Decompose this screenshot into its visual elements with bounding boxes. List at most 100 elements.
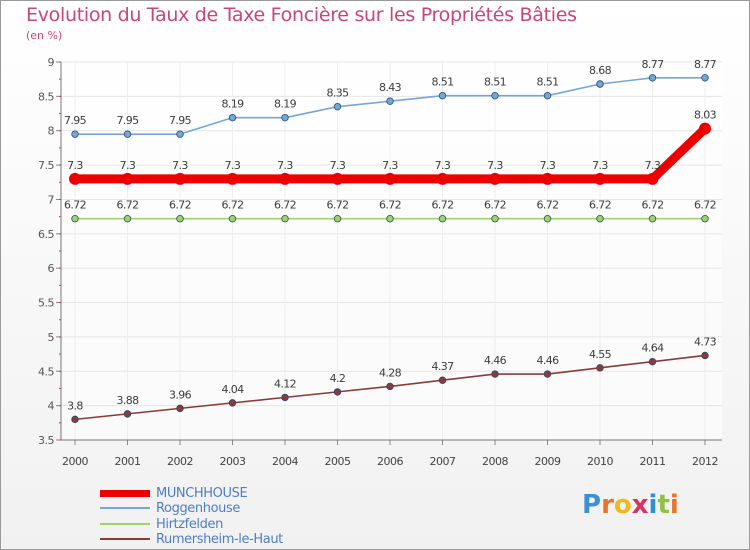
data-point xyxy=(699,122,711,135)
data-point xyxy=(281,214,289,223)
legend-label: Hirtzfelden xyxy=(156,516,223,532)
data-point xyxy=(333,388,342,396)
legend-swatch xyxy=(100,507,150,509)
data-point xyxy=(596,80,604,88)
data-point xyxy=(438,214,447,223)
y-tick-label: 5.5 xyxy=(38,297,54,310)
x-tick-label: 2009 xyxy=(535,455,561,468)
data-label: 3.88 xyxy=(116,394,139,407)
data-point xyxy=(333,214,342,223)
data-label: 7.95 xyxy=(169,114,192,127)
data-label: 7.95 xyxy=(116,114,139,127)
y-tick-label: 3.5 xyxy=(38,434,54,447)
data-label: 6.72 xyxy=(274,199,296,212)
data-label: 8.51 xyxy=(484,76,506,89)
data-point xyxy=(228,214,237,223)
data-label: 8.43 xyxy=(379,81,402,94)
data-point xyxy=(123,130,132,138)
x-tick-label: 2008 xyxy=(482,455,508,468)
legend-swatch xyxy=(100,489,150,497)
data-point xyxy=(646,172,659,185)
x-tick-label: 2000 xyxy=(62,455,88,468)
data-label: 4.55 xyxy=(589,348,612,361)
data-label: 6.72 xyxy=(379,199,401,212)
x-tick-label: 2012 xyxy=(692,455,718,468)
data-label: 7.3 xyxy=(592,159,608,172)
plot-area xyxy=(61,62,722,440)
data-point xyxy=(701,74,709,82)
data-label: 6.72 xyxy=(431,199,453,212)
x-tick-label: 2004 xyxy=(272,455,298,468)
data-point xyxy=(541,172,554,185)
data-point xyxy=(489,172,501,185)
data-point xyxy=(121,172,134,185)
data-point xyxy=(279,172,291,185)
y-tick-label: 7.5 xyxy=(38,159,54,172)
y-tick-label: 9 xyxy=(48,56,55,69)
data-point xyxy=(71,130,79,138)
data-label: 6.72 xyxy=(484,199,506,212)
data-point xyxy=(71,214,79,223)
data-label: 8.03 xyxy=(694,109,717,122)
legend-item-rumersheim-le-haut: Rumersheim-le-Haut xyxy=(100,531,283,547)
data-point xyxy=(176,130,184,138)
data-point xyxy=(386,382,394,391)
data-label: 6.72 xyxy=(641,199,663,212)
data-point xyxy=(281,113,289,122)
data-point xyxy=(648,357,657,366)
data-point xyxy=(543,91,552,100)
logo-letter: r xyxy=(601,490,614,520)
data-label: 6.72 xyxy=(536,199,558,212)
data-label: 3.96 xyxy=(169,388,192,401)
data-point xyxy=(596,364,604,372)
data-label: 6.72 xyxy=(694,199,716,212)
data-point xyxy=(491,91,499,100)
data-point xyxy=(176,214,184,223)
data-label: 7.3 xyxy=(330,159,346,172)
data-point xyxy=(436,172,449,185)
data-label: 4.37 xyxy=(431,360,454,373)
data-point xyxy=(543,370,552,378)
data-label: 4.64 xyxy=(641,342,664,355)
legend-swatch xyxy=(100,538,150,540)
data-label: 6.72 xyxy=(221,199,243,212)
data-point xyxy=(228,399,237,407)
data-point xyxy=(491,214,499,223)
y-tick-label: 8 xyxy=(48,125,55,138)
logo-letter: o xyxy=(613,490,632,520)
logo-letter: t xyxy=(657,490,670,520)
data-point xyxy=(331,172,344,185)
data-point xyxy=(386,97,394,105)
data-label: 6.72 xyxy=(326,199,348,212)
data-point xyxy=(596,214,604,223)
data-label: 6.72 xyxy=(116,199,138,212)
y-tick-label: 4.5 xyxy=(38,365,54,378)
logo-letter: i xyxy=(669,490,679,520)
data-label: 6.72 xyxy=(169,199,191,212)
y-tick-label: 8.5 xyxy=(38,90,54,103)
data-label: 6.72 xyxy=(589,199,611,212)
logo-letter: P xyxy=(582,490,602,520)
data-point xyxy=(648,214,657,223)
x-tick-label: 2005 xyxy=(325,455,351,468)
data-label: 8.51 xyxy=(536,76,558,89)
data-point xyxy=(701,351,709,360)
legend-item-hirtzfelden: Hirtzfelden xyxy=(100,516,223,532)
data-label: 8.51 xyxy=(431,76,453,89)
data-label: 4.2 xyxy=(330,372,346,385)
x-tick-label: 2003 xyxy=(220,455,246,468)
data-label: 7.3 xyxy=(487,159,503,172)
y-tick-label: 4 xyxy=(48,400,55,413)
data-point xyxy=(438,91,447,100)
x-tick-label: 2001 xyxy=(115,455,141,468)
data-label: 7.3 xyxy=(67,159,83,172)
y-tick-label: 5 xyxy=(48,331,55,344)
legend-swatch xyxy=(100,523,150,525)
x-tick-label: 2002 xyxy=(167,455,193,468)
data-label: 7.3 xyxy=(172,159,188,172)
logo-letter: i xyxy=(648,490,658,520)
data-point xyxy=(386,214,394,223)
data-point xyxy=(543,214,552,223)
data-point xyxy=(333,102,342,111)
legend-label: MUNCHHOUSE xyxy=(156,485,248,501)
